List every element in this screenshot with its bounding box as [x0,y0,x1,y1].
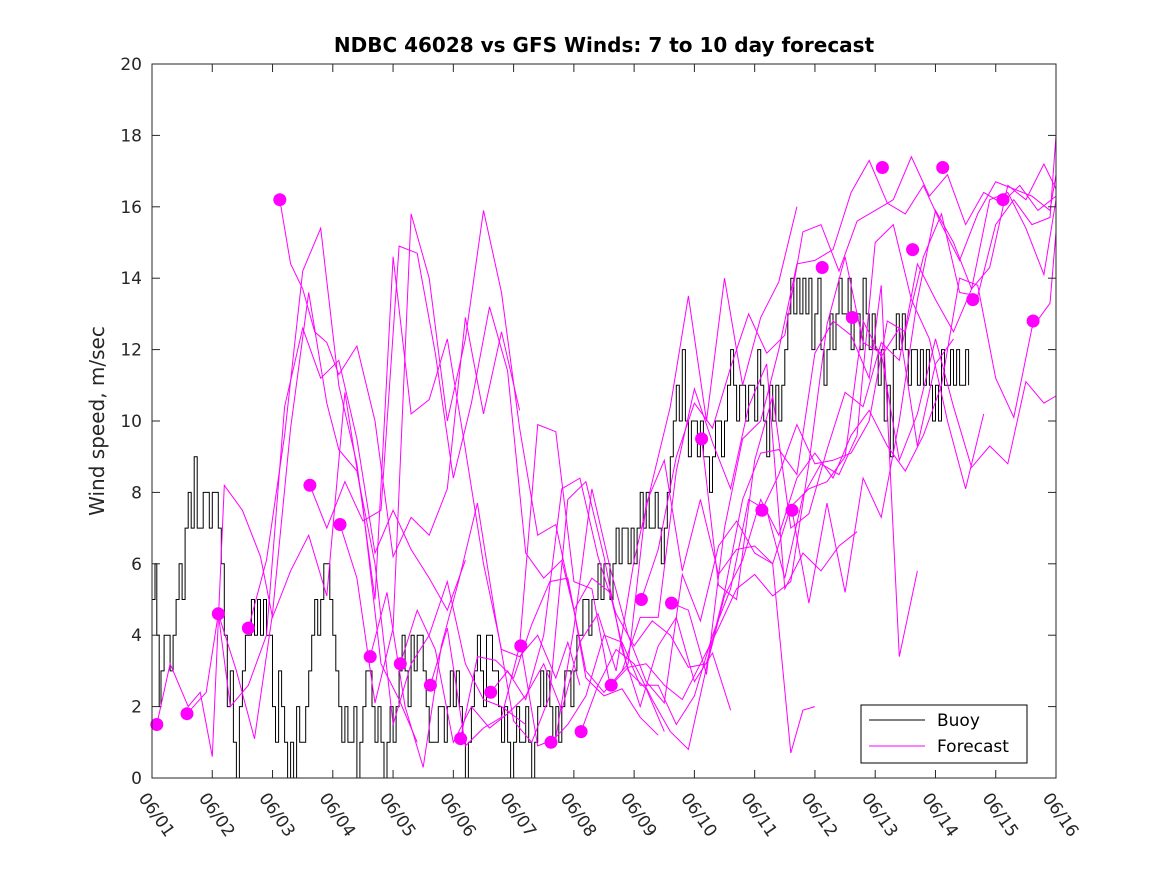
forecast-marker-8 [363,650,377,664]
forecast-marker-16 [604,678,618,692]
y-tick-label: 2 [131,698,142,718]
forecast-series-line-8 [369,480,732,768]
y-tick-label: 16 [120,198,142,218]
forecast-marker-23 [845,311,859,324]
series-layer [150,135,1057,779]
y-tick-label: 20 [120,55,142,75]
forecast-marker-27 [966,293,980,307]
forecast-series-line-10 [429,423,816,754]
forecast-marker-17 [634,593,648,606]
forecast-marker-3 [211,607,225,621]
forecast-series-line-1 [156,392,418,757]
forecast-marker-20 [755,503,769,517]
forecast-marker-7 [333,518,347,531]
forecast-marker-6 [303,478,317,492]
legend-box [860,704,1028,764]
forecast-series-line-12 [490,285,918,701]
forecast-marker-5 [273,193,287,207]
forecast-series-line-2 [186,326,466,715]
forecast-series-line-3 [217,292,526,739]
legend-forecast-label: Forecast [937,737,1009,757]
forecast-series-line-21 [791,162,1057,604]
y-tick-label: 6 [131,555,142,575]
forecast-marker-15 [574,725,588,739]
chart-title: NDBC 46028 vs GFS Winds: 7 to 10 day for… [334,33,875,57]
forecast-marker-21 [785,503,799,517]
forecast-series-line-18 [671,159,1057,675]
forecast-marker-26 [936,161,950,174]
y-tick-label: 14 [120,269,142,289]
forecast-marker-19 [695,432,709,446]
forecast-marker-9 [393,657,407,671]
forecast-marker-1 [150,718,164,731]
forecast-marker-25 [906,243,920,257]
legend: Buoy Forecast [860,704,1028,764]
forecast-marker-24 [875,161,889,174]
forecast-series-line-4 [247,226,581,686]
y-tick-label: 4 [131,626,142,646]
forecast-marker-2 [180,707,194,721]
y-tick-label: 8 [131,483,142,503]
y-tick-label: 10 [120,412,142,432]
forecast-series-line-17 [640,155,1057,600]
forecast-series-line-16 [610,256,1057,701]
forecast-marker-4 [241,621,255,635]
forecast-series-line-9 [399,206,798,744]
forecast-marker-11 [454,732,468,746]
forecast-series-line-15 [580,231,1057,751]
forecast-marker-29 [1026,314,1040,328]
forecast-series-line-6 [309,245,659,736]
forecast-marker-13 [514,639,528,653]
buoy-series-line [152,277,970,779]
forecast-marker-18 [665,596,678,610]
forecast-series-line-20 [761,135,1057,511]
y-axis-label: Wind speed, m/sec [85,326,109,516]
plot-area [152,64,1056,778]
forecast-marker-10 [423,678,437,692]
y-tick-label: 12 [120,341,142,361]
forecast-marker-12 [484,685,498,699]
forecast-series-line-5 [279,199,521,559]
legend-buoy-label: Buoy [937,711,980,731]
y-tick-label: 0 [131,769,142,789]
forecast-marker-14 [544,735,558,749]
y-tick-label: 18 [120,126,142,146]
forecast-marker-22 [815,261,829,274]
forecast-marker-28 [996,193,1010,207]
